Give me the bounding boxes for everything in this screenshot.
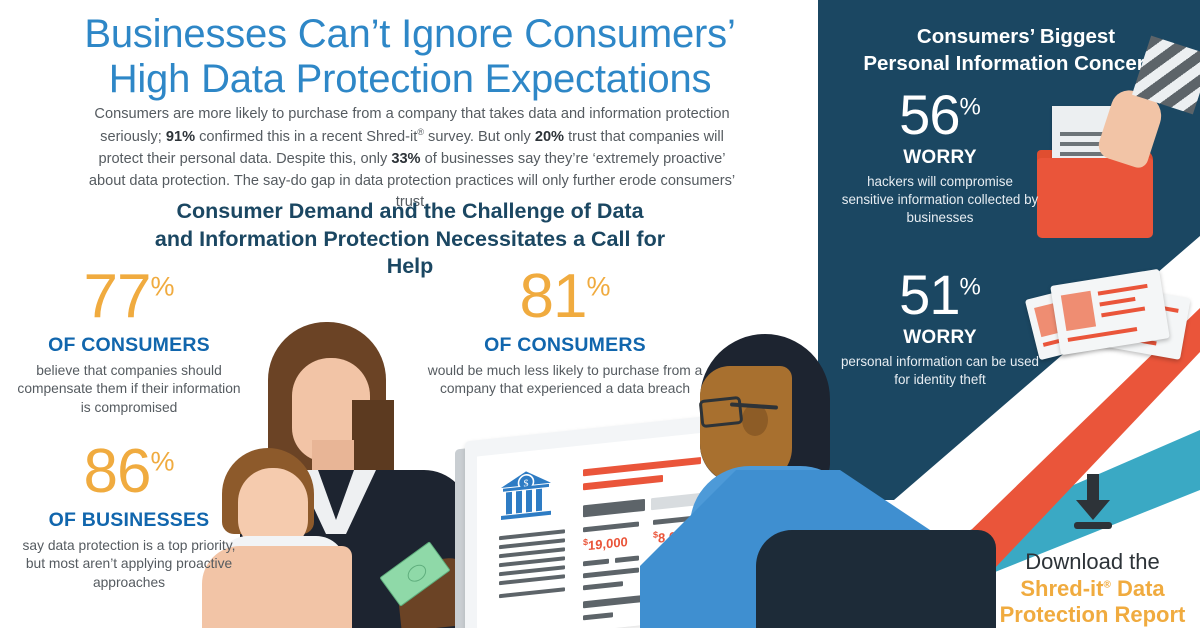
glasses-icon bbox=[698, 395, 744, 429]
concern-card-56: 56% WORRY hackers will compromise sensit… bbox=[840, 87, 1040, 226]
screen-text-line bbox=[499, 574, 565, 586]
bank-building-icon: $ bbox=[499, 467, 553, 530]
percent-sign: % bbox=[150, 271, 175, 302]
screen-cell-line bbox=[583, 567, 639, 579]
concern-label: WORRY bbox=[903, 147, 977, 169]
stat-card-77: 77% OF CONSUMERS believe that companies … bbox=[15, 266, 243, 417]
stat-description: believe that companies should compensate… bbox=[17, 362, 241, 415]
screen-cell-line bbox=[583, 612, 613, 621]
percent-sign: % bbox=[150, 446, 175, 477]
stat-number: 86% bbox=[15, 441, 243, 503]
subhead-line-2: and Information Protection Necessitates … bbox=[154, 226, 666, 279]
percent-sign: % bbox=[959, 93, 981, 121]
download-cta[interactable]: Download the Shred-it® Data Protection R… bbox=[985, 470, 1200, 628]
cta-brand: Shred-it bbox=[1020, 576, 1104, 602]
screen-text-line bbox=[499, 587, 565, 599]
man-ear bbox=[742, 404, 768, 436]
lede-part-1: Consumers are more likely to purchase fr… bbox=[94, 106, 730, 145]
percent-sign: % bbox=[959, 273, 981, 301]
computer-monitor-illustration: $ bbox=[455, 410, 761, 628]
screen-cell-line bbox=[615, 555, 639, 563]
lede-stat-33: 33% bbox=[391, 150, 421, 167]
stat-label: OF CONSUMERS bbox=[484, 333, 646, 356]
lede-part-5: of businesses say they’re ‘extremely pro… bbox=[88, 150, 736, 211]
lede-part-3: survey. But only bbox=[423, 128, 535, 145]
screen-cell-line bbox=[583, 558, 609, 567]
concern-number: 56% bbox=[840, 87, 1040, 143]
panel-title-line-1: Consumers’ Biggest bbox=[916, 25, 1116, 48]
intro-paragraph: Consumers are more likely to purchase fr… bbox=[82, 104, 742, 214]
screen-cell-line bbox=[583, 595, 641, 609]
panel-title: Consumers’ Biggest Personal Information … bbox=[848, 24, 1184, 77]
svg-text:$: $ bbox=[523, 478, 528, 489]
woman-arm bbox=[202, 546, 352, 628]
section-subtitle: Consumer Demand and the Challenge of Dat… bbox=[130, 198, 690, 281]
concern-value: 51 bbox=[899, 263, 960, 326]
cta-brand-tail: Data bbox=[1110, 576, 1165, 602]
screen-cell-line bbox=[583, 521, 639, 533]
screen-title-bar-1 bbox=[583, 456, 701, 477]
lede-part-2: confirmed this in a recent Shred-it bbox=[195, 128, 418, 145]
stat-card-81: 81% OF CONSUMERS would be much less like… bbox=[415, 266, 715, 399]
stat-value: 86 bbox=[83, 437, 152, 506]
amount-value-1: $19,000 bbox=[583, 533, 628, 554]
lede-stat-91: 91% bbox=[165, 128, 196, 145]
stat-number: 81% bbox=[415, 266, 715, 328]
folder-front bbox=[1037, 158, 1153, 238]
concern-card-51: 51% WORRY personal information can be us… bbox=[840, 267, 1040, 389]
concern-description: personal information can be used for ide… bbox=[840, 354, 1039, 387]
office-chair bbox=[756, 530, 996, 628]
download-arrow-icon[interactable] bbox=[985, 470, 1200, 537]
stat-value: 81 bbox=[519, 262, 588, 331]
headline-line-1: Businesses Can’t Ignore Consumers’ bbox=[84, 12, 736, 56]
cta-line-1: Download the bbox=[1025, 549, 1160, 574]
stat-card-86: 86% OF BUSINESSES say data protection is… bbox=[15, 441, 243, 592]
registered-mark-icon: ® bbox=[1103, 579, 1111, 591]
stat-label: OF BUSINESSES bbox=[48, 508, 210, 531]
lede-stat-20: 20% bbox=[534, 128, 565, 145]
panel-title-line-2: Personal Information Concerns bbox=[863, 51, 1169, 75]
cta-line-2: Shred-it® Data bbox=[985, 576, 1200, 602]
stat-number: 77% bbox=[15, 266, 243, 328]
stat-description: say data protection is a top priority, b… bbox=[22, 537, 236, 590]
percent-sign: % bbox=[586, 271, 611, 302]
screen-column-header-1 bbox=[583, 498, 645, 518]
lede-part-4: trust that companies will protect their … bbox=[98, 128, 724, 167]
concern-value: 56 bbox=[899, 83, 960, 146]
stat-label: OF CONSUMERS bbox=[48, 333, 210, 356]
subhead-line-1: Consumer Demand and the Challenge of Dat… bbox=[176, 199, 644, 223]
screen-cell-line bbox=[583, 581, 623, 591]
registered-mark-icon: ® bbox=[417, 126, 424, 137]
cta-line-3: Protection Report bbox=[999, 602, 1186, 628]
concern-number: 51% bbox=[840, 267, 1040, 323]
concern-label: WORRY bbox=[903, 327, 977, 349]
headline-line-2: High Data Protection Expectations bbox=[108, 56, 712, 101]
monitor-screen: $ bbox=[477, 427, 753, 628]
screen-title-bar-2 bbox=[583, 474, 663, 491]
page-title: Businesses Can’t Ignore Consumers’ High … bbox=[40, 12, 780, 102]
concern-description: hackers will compromise sensitive inform… bbox=[841, 174, 1039, 225]
stat-description: would be much less likely to purchase fr… bbox=[427, 362, 703, 397]
stat-value: 77 bbox=[83, 262, 152, 331]
